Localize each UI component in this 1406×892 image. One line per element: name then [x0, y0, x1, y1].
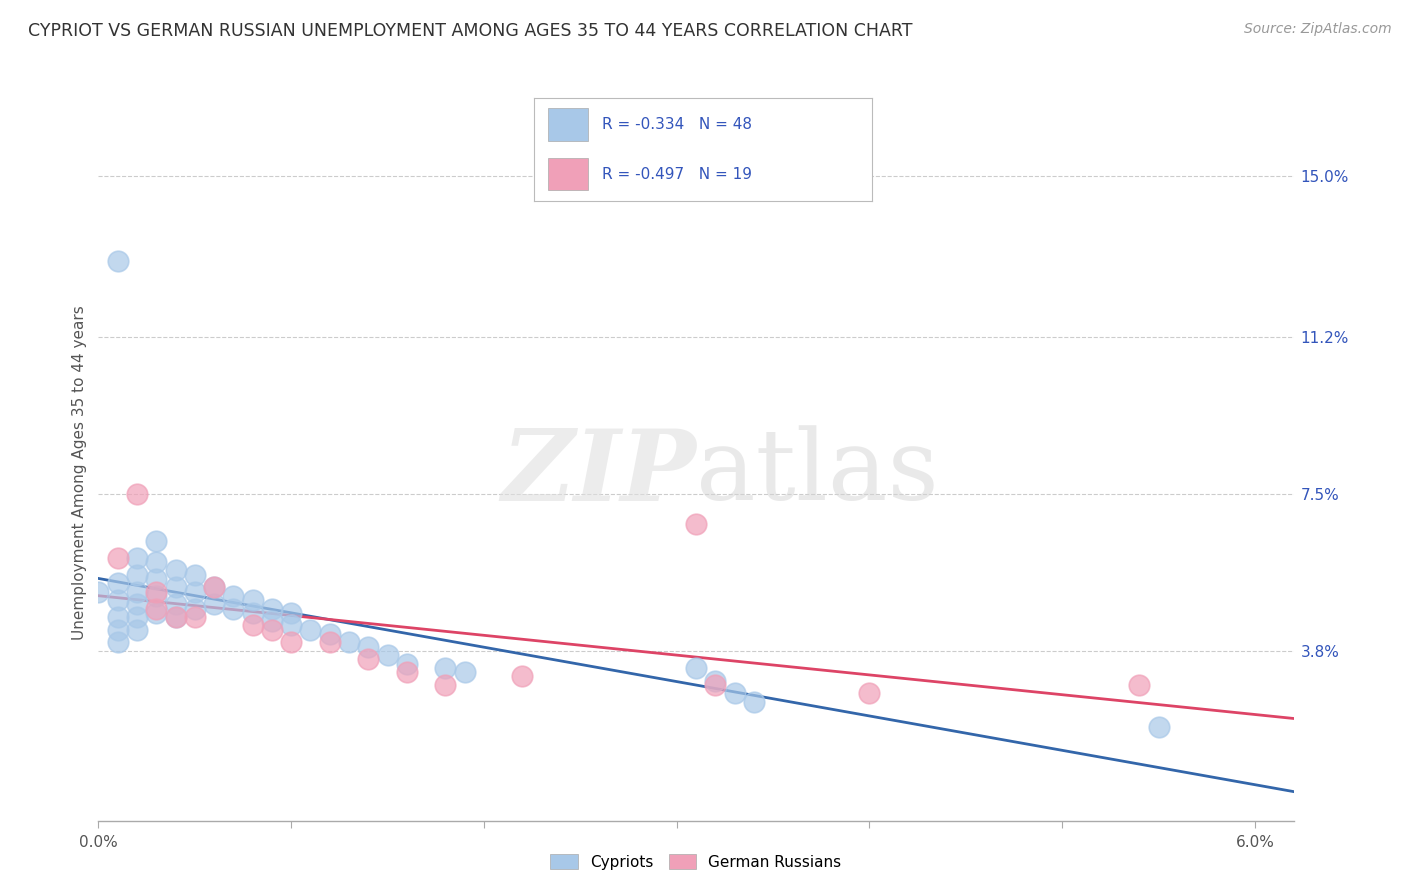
Point: [184, 610, 207, 624]
Point: [337, 635, 360, 649]
Point: [145, 601, 167, 615]
Point: [202, 597, 225, 611]
Point: [145, 584, 167, 599]
Point: [222, 589, 245, 603]
Point: [242, 606, 264, 620]
Point: [260, 601, 283, 615]
Point: [107, 635, 129, 649]
Point: [145, 572, 167, 586]
Point: [87, 584, 110, 599]
Point: [685, 516, 707, 531]
Point: [260, 614, 283, 628]
Point: [280, 635, 302, 649]
Point: [107, 576, 129, 591]
Point: [704, 673, 727, 688]
Point: [1147, 720, 1170, 734]
Legend: Cypriots, German Russians: Cypriots, German Russians: [544, 847, 848, 876]
Point: [260, 623, 283, 637]
Point: [357, 652, 380, 666]
Point: [125, 597, 148, 611]
Point: [145, 606, 167, 620]
Point: [145, 555, 167, 569]
Point: [107, 550, 129, 565]
Point: [202, 580, 225, 594]
Point: [319, 635, 342, 649]
Text: CYPRIOT VS GERMAN RUSSIAN UNEMPLOYMENT AMONG AGES 35 TO 44 YEARS CORRELATION CHA: CYPRIOT VS GERMAN RUSSIAN UNEMPLOYMENT A…: [28, 22, 912, 40]
Point: [319, 627, 342, 641]
Point: [125, 610, 148, 624]
Point: [357, 640, 380, 654]
Point: [125, 487, 148, 501]
Y-axis label: Unemployment Among Ages 35 to 44 years: Unemployment Among Ages 35 to 44 years: [72, 305, 87, 640]
Point: [107, 593, 129, 607]
Point: [377, 648, 399, 663]
Point: [242, 618, 264, 632]
Point: [107, 623, 129, 637]
Point: [685, 661, 707, 675]
Point: [280, 606, 302, 620]
Bar: [548, 158, 588, 190]
Point: [145, 589, 167, 603]
Point: [434, 678, 457, 692]
Point: [184, 567, 207, 582]
Point: [1128, 678, 1150, 692]
Text: Source: ZipAtlas.com: Source: ZipAtlas.com: [1244, 22, 1392, 37]
Point: [125, 584, 148, 599]
Point: [107, 610, 129, 624]
Point: [280, 618, 302, 632]
Point: [165, 563, 187, 577]
Text: ZIP: ZIP: [501, 425, 696, 521]
Point: [125, 567, 148, 582]
Point: [453, 665, 475, 680]
Point: [107, 253, 129, 268]
Point: [202, 580, 225, 594]
Point: [242, 593, 264, 607]
Point: [165, 580, 187, 594]
Point: [165, 597, 187, 611]
Point: [434, 661, 457, 675]
Point: [125, 550, 148, 565]
Point: [145, 533, 167, 548]
Point: [512, 669, 534, 683]
Point: [165, 610, 187, 624]
Point: [125, 623, 148, 637]
Point: [395, 657, 418, 671]
Point: [165, 610, 187, 624]
Point: [184, 601, 207, 615]
Text: atlas: atlas: [696, 425, 939, 521]
Bar: [548, 108, 588, 141]
Point: [299, 623, 322, 637]
Point: [858, 686, 880, 700]
Point: [704, 678, 727, 692]
Text: R = -0.334   N = 48: R = -0.334 N = 48: [602, 117, 752, 132]
Point: [742, 695, 765, 709]
Point: [723, 686, 745, 700]
Point: [222, 601, 245, 615]
Text: R = -0.497   N = 19: R = -0.497 N = 19: [602, 167, 752, 182]
Point: [184, 584, 207, 599]
Point: [395, 665, 418, 680]
